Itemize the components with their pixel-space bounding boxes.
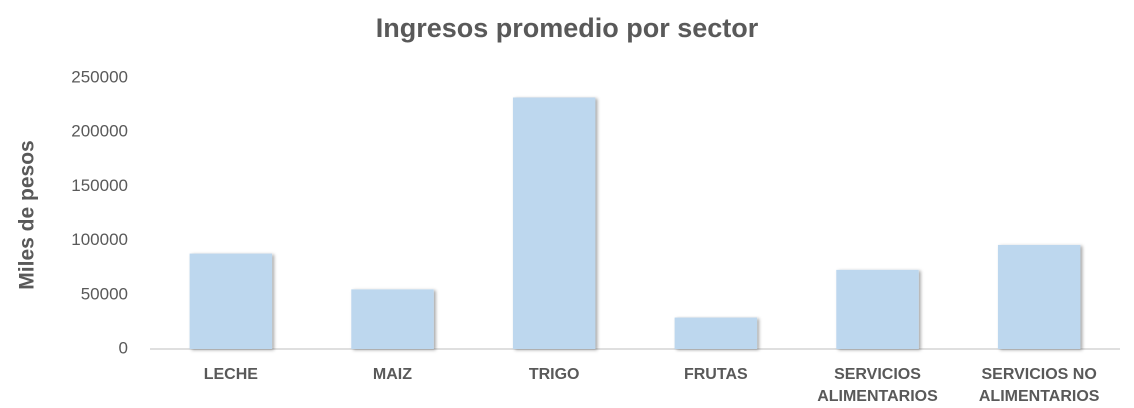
y-tick-label: 150000 xyxy=(71,176,128,195)
bar xyxy=(512,97,596,350)
y-tick-label: 0 xyxy=(119,338,128,357)
bar xyxy=(674,317,758,349)
x-tick-label: SERVICIOS ALIMENTARIOS xyxy=(817,366,938,405)
bar xyxy=(351,289,434,349)
y-tick-label: 200000 xyxy=(71,122,128,141)
y-tick-label: 50000 xyxy=(81,284,128,303)
x-tick-label: SERVICIOS NO ALIMENTARIOS xyxy=(978,366,1100,405)
x-tick-label: LECHE xyxy=(203,366,258,383)
bar xyxy=(836,269,919,349)
x-tick-label: TRIGO xyxy=(528,366,580,383)
x-tick-label: FRUTAS xyxy=(683,366,748,383)
y-tick-label: 250000 xyxy=(71,67,128,86)
bar xyxy=(189,253,273,349)
y-tick-label: 100000 xyxy=(71,230,128,249)
bar xyxy=(997,244,1081,349)
x-tick-label: MAIZ xyxy=(372,366,413,383)
y-axis-label: Miles de pesos xyxy=(16,140,39,289)
chart-title: Ingresos promedio por sector xyxy=(376,13,759,43)
